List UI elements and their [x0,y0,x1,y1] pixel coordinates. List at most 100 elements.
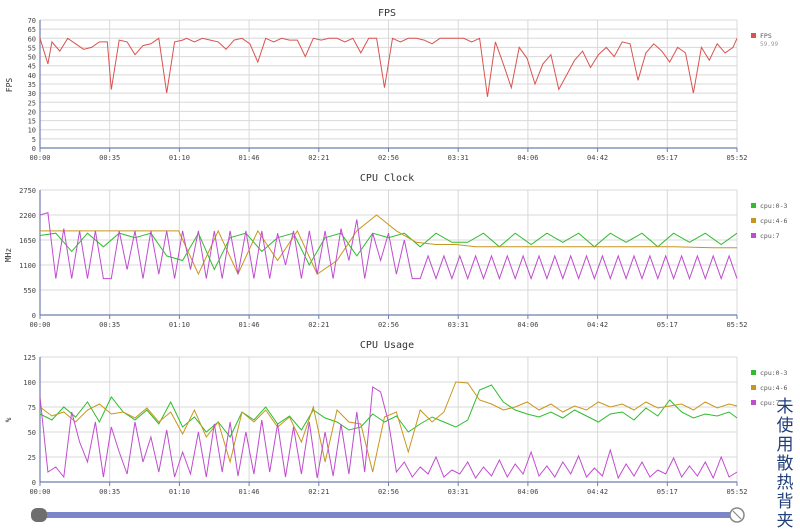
y-axis-label: % [4,417,13,422]
y-tick-label: 20 [28,108,36,116]
x-tick-label: 05:17 [657,488,678,496]
x-tick-label: 04:06 [517,488,538,496]
x-tick-label: 04:06 [517,321,538,329]
y-tick-label: 125 [23,354,36,362]
y-axis-label: MHz [4,248,13,263]
legend-label: cpu:0-3 [760,202,787,210]
x-tick-label: 03:31 [448,321,469,329]
chart-title: FPS [378,8,396,19]
x-tick-label: 00:35 [99,488,120,496]
x-tick-label: 02:21 [308,488,329,496]
legend-swatch [751,203,756,208]
y-tick-label: 1100 [19,262,36,270]
y-tick-label: 2750 [19,187,36,195]
side-caption-char: 散 [776,454,794,474]
chart-title: CPU Clock [360,173,414,184]
y-tick-label: 50 [28,54,36,62]
legend-swatch [751,33,756,38]
legend-swatch [751,400,756,405]
series-line-cpu-0-3 [39,384,738,438]
legend-label: cpu:7 [760,399,780,407]
x-tick-label: 05:17 [657,154,678,162]
x-tick-label: 01:46 [239,488,260,496]
x-tick-label: 02:56 [378,321,399,329]
x-tick-label: 01:46 [239,321,260,329]
x-tick-label: 01:10 [169,154,190,162]
x-tick-label: 04:42 [587,321,608,329]
series-line-cpu-4-6 [39,381,738,473]
series-line-cpu-7 [39,212,738,281]
legend-label: FPS [760,32,772,40]
series-line-cpu-7 [39,386,738,480]
x-tick-label: 02:56 [378,154,399,162]
y-tick-label: 45 [28,63,36,71]
x-tick-label: 00:35 [99,321,120,329]
side-caption-char: 用 [776,435,794,455]
x-tick-label: 04:42 [587,488,608,496]
legend-label: cpu:4-6 [760,217,787,225]
x-tick-label: 05:52 [726,488,747,496]
legend-swatch [751,218,756,223]
y-tick-label: 0 [32,479,36,487]
side-caption: 未 使 用 散 热 背 夹 [772,398,798,531]
cpu-usage-chart: CPU Usage % 0 25 50 75 100 125 00:00 00:35 01:10… [4,340,787,496]
x-tick-label: 01:10 [169,321,190,329]
legend-value: 59.99 [760,41,778,48]
y-tick-label: 30 [28,90,36,98]
x-tick-label: 00:35 [99,154,120,162]
legend-label: cpu:4-6 [760,384,787,392]
x-tick-label: 02:21 [308,321,329,329]
x-tick-label: 00:00 [29,488,50,496]
y-tick-label: 10 [28,127,36,135]
y-tick-label: 1650 [19,237,36,245]
x-tick-label: 05:17 [657,321,678,329]
y-tick-label: 5 [32,136,36,144]
x-tick-label: 00:00 [29,154,50,162]
y-tick-label: 55 [28,44,36,52]
legend-swatch [751,233,756,238]
series-line-FPS [39,37,738,97]
legend-swatch [751,370,756,375]
y-tick-label: 550 [23,287,36,295]
x-tick-label: 02:21 [308,154,329,162]
y-tick-label: 50 [28,429,36,437]
x-tick-label: 05:52 [726,321,747,329]
y-tick-label: 0 [32,145,36,153]
x-tick-label: 00:00 [29,321,50,329]
y-tick-label: 35 [28,81,36,89]
y-tick-label: 65 [28,26,36,34]
y-tick-label: 0 [32,312,36,320]
side-caption-char: 热 [776,473,794,493]
y-tick-label: 70 [28,17,36,25]
side-caption-char: 未 [776,397,794,417]
x-tick-label: 04:06 [517,154,538,162]
y-axis-label: FPS [5,78,14,93]
x-tick-label: 02:56 [378,488,399,496]
y-tick-label: 25 [28,99,36,107]
y-tick-label: 40 [28,72,36,80]
cpu-clock-chart: CPU Clock MHz 0 550 1100 1650 2200 2750 00:00 0… [4,173,787,329]
legend-label: cpu:7 [760,232,780,240]
side-caption-char: 夹 [776,511,794,531]
chart-title: CPU Usage [360,340,414,351]
side-caption-char: 背 [776,492,794,512]
time-range-scrollbar[interactable] [31,507,745,523]
y-tick-label: 100 [23,379,36,387]
x-tick-label: 03:31 [448,488,469,496]
x-tick-label: 04:42 [587,154,608,162]
series-line-cpu-4-6 [40,214,737,276]
scroll-handle-left-icon[interactable] [31,508,47,522]
y-tick-label: 25 [28,454,36,462]
scrollbar-track[interactable] [40,512,737,518]
y-tick-label: 2200 [19,212,36,220]
scroll-handle-right-mark-icon [732,510,742,520]
x-tick-label: 01:10 [169,488,190,496]
y-tick-label: 75 [28,404,36,412]
legend-label: cpu:0-3 [760,369,787,377]
x-tick-label: 03:31 [448,154,469,162]
y-tick-label: 15 [28,118,36,126]
legend-swatch [751,385,756,390]
side-caption-char: 使 [776,416,794,436]
